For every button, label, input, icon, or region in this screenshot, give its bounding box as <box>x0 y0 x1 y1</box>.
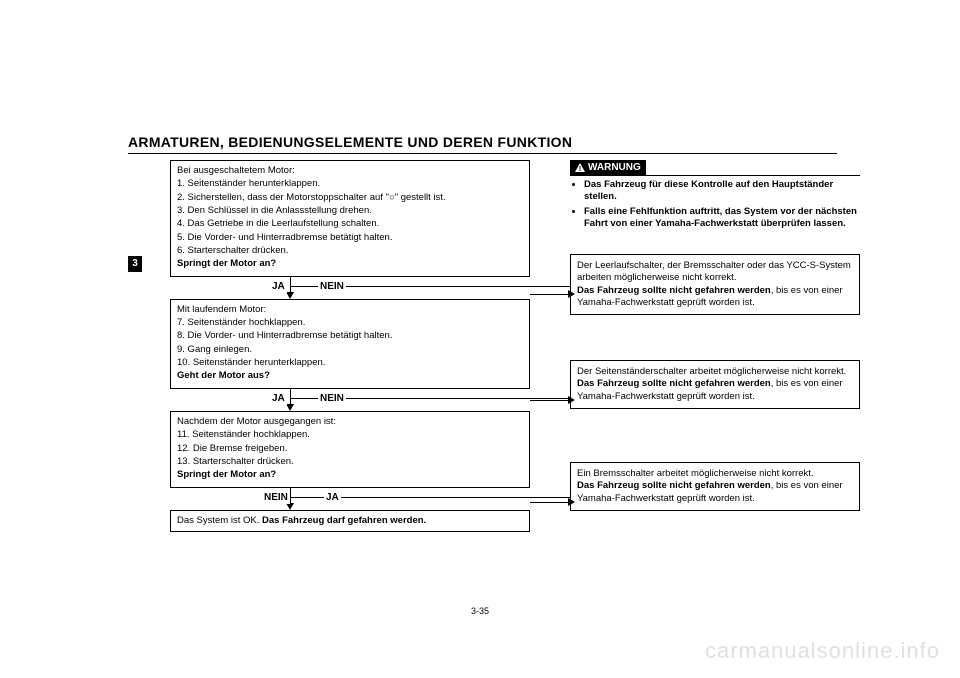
step4-bold: Das Fahrzeug darf gefahren werden. <box>262 515 426 526</box>
page-number: 3-35 <box>471 606 489 618</box>
arrow-right-icon <box>568 498 575 506</box>
watermark: carmanualsonline.info <box>705 637 940 666</box>
step2-question: Geht der Motor aus? <box>177 370 523 382</box>
step1-question: Springt der Motor an? <box>177 258 523 270</box>
step3-intro: Nachdem der Motor ausgegangen ist: <box>177 416 523 428</box>
note2-bold: Das Fahrzeug sollte nicht gefahren werde… <box>577 378 771 389</box>
warning-header: ! WARNUNG <box>570 160 860 176</box>
step1-line: 3. Den Schlüssel in die Anlassstellung d… <box>177 205 523 217</box>
branch-2: JA NEIN <box>170 389 530 411</box>
page: ARMATUREN, BEDIENUNGSELEMENTE UND DEREN … <box>0 0 960 678</box>
note2-text: Der Seitenständerschalter arbeitet mögli… <box>577 366 846 377</box>
connector-line <box>530 400 570 401</box>
step1-intro: Bei ausgeschaltetem Motor: <box>177 165 523 177</box>
branch-3: NEIN JA <box>170 488 530 510</box>
warning-icon: ! <box>575 163 585 172</box>
branch3-ja: JA <box>324 491 341 504</box>
flow-step-2: Mit laufendem Motor: 7. Seitenständer ho… <box>170 299 530 389</box>
branch1-nein: NEIN <box>318 280 346 293</box>
step3-line: 12. Die Bremse freigeben. <box>177 443 523 455</box>
note1-text: Der Leerlaufschalter, der Bremsschalter … <box>577 260 851 283</box>
note-1: Der Leerlaufschalter, der Bremsschalter … <box>570 254 860 315</box>
warning-box: ! WARNUNG Das Fahrzeug für diese Kontrol… <box>570 160 860 230</box>
step1-line: 6. Starterschalter drücken. <box>177 245 523 257</box>
step2-line: 8. Die Vorder- und Hinterradbremse betät… <box>177 330 523 342</box>
warning-item: Falls eine Fehlfunktion auftritt, das Sy… <box>584 206 860 231</box>
chapter-tab: 3 <box>128 256 142 272</box>
step2-line: 10. Seitenständer herunterklappen. <box>177 357 523 369</box>
step1-line: 1. Seitenständer herunterklappen. <box>177 178 523 190</box>
flowchart: Bei ausgeschaltetem Motor: 1. Seitenstän… <box>170 160 530 532</box>
note3-bold: Das Fahrzeug sollte nicht gefahren werde… <box>577 480 771 491</box>
step3-line: 13. Starterschalter drücken. <box>177 456 523 468</box>
note3-text: Ein Bremsschalter arbeitet möglicherweis… <box>577 468 814 479</box>
flow-step-4: Das System ist OK. Das Fahrzeug darf gef… <box>170 510 530 532</box>
branch3-nein: NEIN <box>262 491 290 504</box>
step4-pre: Das System ist OK. <box>177 515 262 526</box>
arrow-right-icon <box>568 396 575 404</box>
flow-step-1: Bei ausgeschaltetem Motor: 1. Seitenstän… <box>170 160 530 277</box>
right-column: ! WARNUNG Das Fahrzeug für diese Kontrol… <box>570 160 860 248</box>
arrow-right-icon <box>568 290 575 298</box>
warning-badge: ! WARNUNG <box>570 160 646 175</box>
branch-1: JA NEIN <box>170 277 530 299</box>
branch1-ja: JA <box>270 280 287 293</box>
note-3: Ein Bremsschalter arbeitet möglicherweis… <box>570 462 860 511</box>
connector-line <box>530 502 570 503</box>
note1-bold: Das Fahrzeug sollte nicht gefahren werde… <box>577 285 771 296</box>
content-area: Bei ausgeschaltetem Motor: 1. Seitenstän… <box>170 160 830 598</box>
step3-question: Springt der Motor an? <box>177 469 523 481</box>
step2-line: 7. Seitenständer hochklappen. <box>177 317 523 329</box>
step2-intro: Mit laufendem Motor: <box>177 304 523 316</box>
page-title: ARMATUREN, BEDIENUNGSELEMENTE UND DEREN … <box>128 133 837 154</box>
note-2: Der Seitenständerschalter arbeitet mögli… <box>570 360 860 409</box>
branch2-ja: JA <box>270 392 287 405</box>
warning-item: Das Fahrzeug für diese Kontrolle auf den… <box>584 179 860 204</box>
step1-line: 4. Das Getriebe in die Leerlaufstellung … <box>177 218 523 230</box>
warning-label: WARNUNG <box>588 161 641 174</box>
branch2-nein: NEIN <box>318 392 346 405</box>
step1-line: 2. Sicherstellen, dass der Motorstoppsch… <box>177 192 523 204</box>
svg-text:!: ! <box>579 166 581 172</box>
connector-line <box>530 294 570 295</box>
step3-line: 11. Seitenständer hochklappen. <box>177 429 523 441</box>
step1-line: 5. Die Vorder- und Hinterradbremse betät… <box>177 232 523 244</box>
flow-step-3: Nachdem der Motor ausgegangen ist: 11. S… <box>170 411 530 488</box>
step2-line: 9. Gang einlegen. <box>177 344 523 356</box>
